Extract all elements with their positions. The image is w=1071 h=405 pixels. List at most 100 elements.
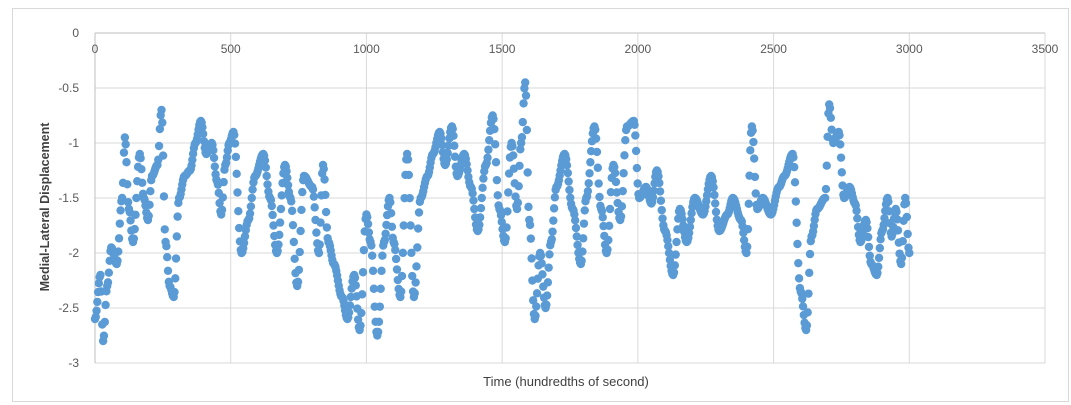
data-point-interp (522, 125, 532, 135)
data-point-interp (517, 133, 527, 142)
data-point-interp (538, 270, 547, 279)
data-point-interp (508, 151, 518, 160)
data-point-interp (145, 200, 154, 209)
data-point-interp (542, 300, 551, 309)
data-point-interp (521, 91, 531, 100)
data-point-interp (392, 265, 402, 274)
data-point-interp (663, 235, 672, 245)
data-point-interp (122, 158, 131, 167)
data-point-interp (685, 222, 695, 231)
data-point-interp (746, 146, 755, 155)
data-point-interp (275, 230, 284, 240)
data-point (120, 133, 130, 142)
data-point-interp (543, 278, 553, 287)
data-point-interp (450, 141, 459, 150)
data-point-interp (798, 294, 807, 303)
data-point-interp (484, 145, 493, 154)
data-point-interp (163, 266, 173, 275)
data-point-interp (586, 158, 595, 167)
data-point-interp (413, 224, 423, 233)
data-point-interp (597, 206, 607, 216)
data-point-interp (619, 169, 628, 178)
x-tick-label: 500 (221, 42, 241, 56)
data-point-interp (267, 201, 276, 211)
data-point-interp (862, 217, 871, 227)
data-point-interp (308, 185, 318, 194)
data-point-interp (672, 237, 681, 247)
data-point-interp (744, 199, 753, 209)
data-point-interp (673, 225, 682, 234)
data-point-interp (523, 168, 532, 177)
data-point-interp (386, 198, 395, 207)
data-point-interp (618, 186, 627, 196)
series-0 (90, 78, 914, 346)
data-point-interp (519, 99, 528, 108)
data-point-interp (363, 219, 373, 229)
data-point-interp (373, 327, 383, 337)
data-point-interp (448, 124, 457, 134)
data-point-interp (630, 120, 639, 130)
data-point-interp (391, 245, 400, 255)
data-point-interp (477, 193, 486, 203)
data-point-interp (367, 251, 377, 260)
data-point-interp (743, 242, 752, 251)
data-point-interp (835, 131, 844, 140)
data-point-interp (684, 228, 694, 238)
data-point-interp (397, 271, 407, 281)
data-point-interp (750, 172, 760, 182)
data-point-interp (874, 262, 883, 271)
data-point-interp (743, 224, 753, 234)
data-point-interp (359, 245, 369, 255)
data-point-interp (198, 123, 207, 132)
data-point-interp (380, 235, 390, 245)
data-point-interp (298, 187, 307, 197)
data-point-interp (790, 162, 799, 172)
data-point-interp (93, 297, 102, 307)
data-point-interp (503, 207, 512, 216)
data-point-interp (222, 153, 232, 162)
data-point-interp (584, 179, 593, 188)
data-point-interp (583, 186, 593, 196)
data-point-interp (749, 137, 758, 147)
tick-labels: 0 -0.5 -1 -1.5 -2 -2.5 -3 0 500 1000 1500 2000 2500 3… (58, 26, 1058, 370)
data-point-interp (606, 187, 616, 197)
data-point-interp (531, 311, 540, 320)
data-point-interp (825, 103, 835, 113)
data-point-interp (199, 136, 209, 146)
data-point-interp (794, 258, 803, 268)
data-point-interp (275, 218, 285, 227)
y-axis-label: Medial-Lateral Displacement (38, 122, 52, 292)
data-point-interp (94, 279, 104, 288)
data-point-interp (233, 188, 242, 197)
data-point-interp (893, 226, 903, 235)
data-point-interp (414, 208, 424, 217)
data-point-interp (321, 207, 331, 217)
data-point (742, 248, 751, 258)
data-point-interp (598, 213, 607, 222)
x-tick-label: 0 (92, 42, 99, 56)
data-point-interp (657, 205, 666, 215)
data-point-interp (527, 254, 536, 263)
data-point-interp (632, 163, 642, 173)
x-tick-label: 2000 (625, 42, 652, 56)
data-point-interp (655, 187, 665, 196)
data-point-interp (232, 169, 241, 179)
data-point-interp (479, 174, 488, 183)
data-point (512, 204, 522, 214)
data-point-interp (277, 191, 286, 200)
data-point-interp (542, 291, 552, 300)
data-point-interp (493, 191, 502, 200)
data-point-interp (209, 146, 218, 155)
data-point-interp (570, 216, 580, 225)
data-point-interp (571, 223, 581, 233)
data-point-interp (137, 165, 146, 174)
data-point-interp (670, 261, 680, 270)
data-points (90, 78, 914, 346)
data-point-interp (863, 232, 873, 242)
data-point-interp (518, 117, 527, 127)
data-point-interp (804, 289, 813, 298)
data-point-interp (350, 273, 360, 282)
data-point-interp (665, 255, 675, 264)
x-axis-label: Time (hundredths of second) (483, 374, 649, 389)
data-point-interp (879, 220, 888, 229)
